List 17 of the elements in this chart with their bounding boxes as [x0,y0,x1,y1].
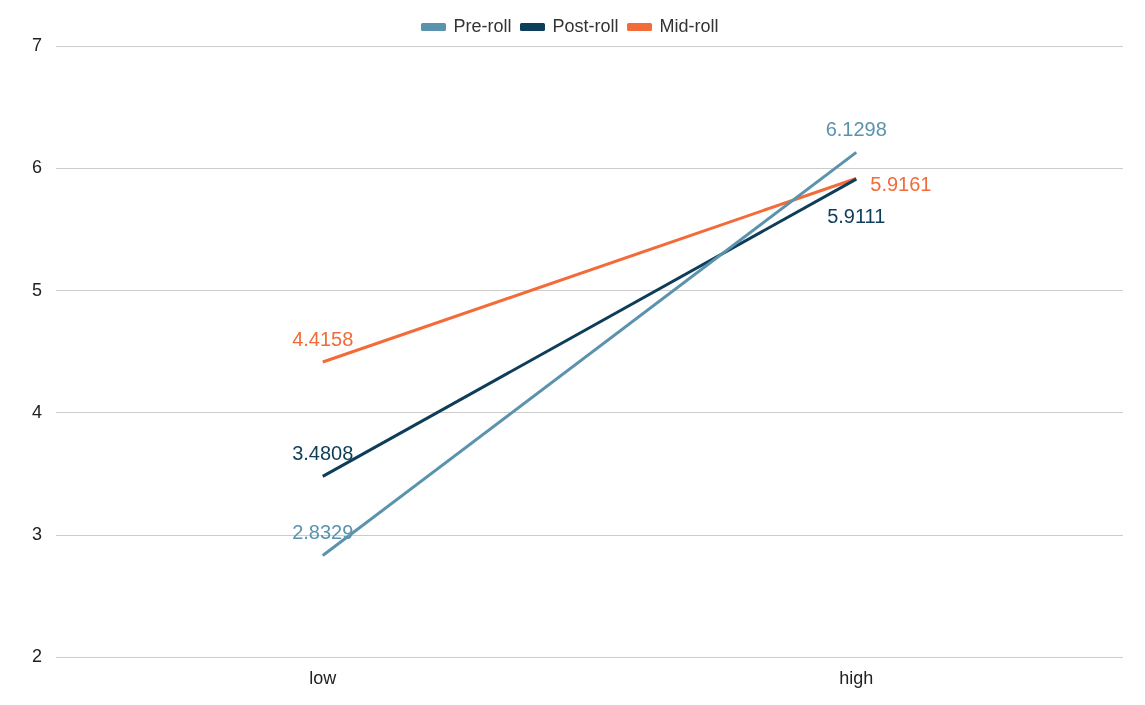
legend-label: Post-roll [552,15,619,36]
x-tick-label: low [309,668,338,689]
y-tick-label: 4 [32,401,43,422]
legend-label: Mid-roll [659,15,719,36]
data-label: 3.4808 [292,441,354,464]
data-label: 5.9111 [827,204,886,227]
legend-label: Pre-roll [453,15,512,36]
y-tick-label: 2 [32,646,43,667]
y-tick-label: 5 [32,279,43,300]
data-label: 2.8329 [292,521,354,544]
data-label: 5.9161 [870,173,932,196]
data-label: 4.4158 [292,327,354,350]
y-tick-label: 6 [32,157,43,178]
x-tick-label: high [839,668,874,689]
y-tick-label: 3 [32,524,43,545]
data-label: 6.1298 [825,117,887,140]
y-tick-label: 7 [32,34,43,55]
